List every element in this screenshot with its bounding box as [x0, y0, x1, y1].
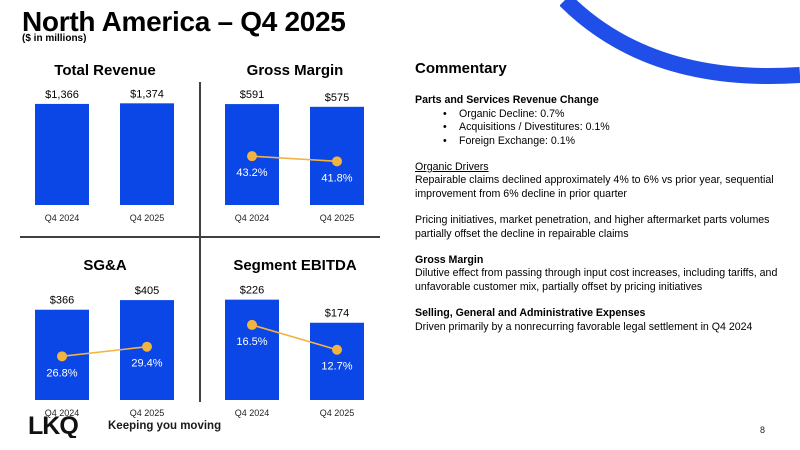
- margin-label: 41.8%: [321, 172, 352, 184]
- quadrant-divider-vertical: [199, 82, 201, 402]
- lkq-logo: LKQ: [28, 412, 79, 438]
- bar-q4-2025: [120, 103, 174, 205]
- list-item: Foreign Exchange: 0.1%: [443, 135, 790, 149]
- value-label: $405: [135, 285, 159, 297]
- margin-point: [332, 344, 342, 355]
- value-label: $226: [240, 285, 264, 297]
- x-tick-label: Q4 2025: [320, 408, 355, 418]
- margin-point: [57, 351, 67, 362]
- chart-title: Total Revenue: [54, 62, 156, 79]
- organic-drivers-text-1: Repairable claims declined approximately…: [415, 174, 774, 200]
- margin-line: [251, 155, 338, 163]
- value-label: $575: [325, 92, 349, 104]
- commentary-panel: Commentary Parts and Services Revenue Ch…: [415, 60, 790, 334]
- margin-label: 12.7%: [321, 361, 352, 373]
- brand-swoosh-graphic: [560, 0, 800, 85]
- margin-point: [142, 341, 152, 352]
- margin-label: 43.2%: [236, 167, 267, 179]
- chart-title: SG&A: [83, 257, 127, 274]
- x-tick-label: Q4 2024: [235, 213, 270, 223]
- bar-q4-2024: [35, 103, 89, 205]
- bar-q4-2024: [225, 299, 279, 400]
- x-tick-label: Q4 2025: [320, 213, 355, 223]
- page-subtitle: ($ in millions): [22, 33, 87, 44]
- x-tick-label: Q4 2024: [45, 408, 80, 418]
- gross-margin-text: Dilutive effect from passing through inp…: [415, 267, 778, 293]
- value-label: $174: [325, 308, 349, 320]
- list-item: Acquisitions / Divestitures: 0.1%: [443, 121, 790, 135]
- margin-label: 16.5%: [236, 336, 267, 348]
- margin-label: 29.4%: [131, 358, 162, 370]
- organic-drivers-text-2: Pricing initiatives, market penetration,…: [415, 214, 770, 240]
- chart-svg: $591 Q4 2024 $575 Q4 2025 43.2% 41.8%: [225, 89, 364, 223]
- chart-gross-margin: Gross Margin $591 Q4 2024 $575 Q4 2025 43.2%…: [205, 62, 385, 227]
- chart-sga: SG&A $366 Q4 2024 $405 Q4 2025 26.8% 29.4%: [15, 257, 195, 422]
- page-title: North America – Q4 2025: [22, 6, 346, 37]
- margin-line: [251, 324, 338, 351]
- list-item: Organic Decline: 0.7%: [443, 108, 790, 122]
- x-tick-label: Q4 2025: [130, 213, 165, 223]
- tagline: Keeping you moving: [108, 420, 222, 432]
- margin-line: [61, 345, 148, 358]
- chart-svg: $1,366 Q4 2024 $1,374 Q4 2025: [35, 88, 174, 223]
- chart-total-revenue: Total Revenue $1,366 Q4 2024 $1,374 Q4 2025: [15, 62, 195, 227]
- x-tick-label: Q4 2024: [45, 213, 80, 223]
- organic-drivers-heading: Organic Drivers: [415, 161, 489, 174]
- x-tick-label: Q4 2025: [130, 408, 165, 418]
- value-label: $591: [240, 89, 264, 101]
- margin-point: [247, 319, 257, 330]
- chart-svg: $366 Q4 2024 $405 Q4 2025 26.8% 29.4%: [35, 285, 174, 418]
- value-label: $1,366: [45, 89, 79, 101]
- value-label: $366: [50, 295, 74, 307]
- sga-text: Driven primarily by a nonrecurring favor…: [415, 320, 753, 333]
- x-tick-label: Q4 2024: [235, 408, 270, 418]
- margin-point: [247, 151, 257, 162]
- value-label: $1,374: [130, 88, 164, 100]
- chart-svg: $226 Q4 2024 $174 Q4 2025 16.5% 12.7%: [225, 285, 364, 418]
- parts-services-heading: Parts and Services Revenue Change: [415, 94, 599, 107]
- sga-heading: Selling, General and Administrative Expe…: [415, 307, 646, 320]
- gross-margin-heading: Gross Margin: [415, 254, 484, 267]
- chart-title: Gross Margin: [246, 62, 344, 79]
- page-number: 8: [760, 425, 766, 435]
- chart-segment-ebitda: Segment EBITDA $226 Q4 2024 $174 Q4 2025 16.…: [205, 257, 385, 422]
- margin-point: [332, 156, 342, 167]
- bar-q4-2025: [310, 322, 364, 400]
- chart-title: Segment EBITDA: [233, 257, 357, 274]
- commentary-title: Commentary: [415, 60, 507, 77]
- bar-q4-2025: [310, 106, 364, 205]
- logo-text: LKQ: [28, 412, 78, 438]
- margin-label: 26.8%: [46, 367, 77, 379]
- revenue-change-list: Organic Decline: 0.7% Acquisitions / Div…: [415, 108, 790, 149]
